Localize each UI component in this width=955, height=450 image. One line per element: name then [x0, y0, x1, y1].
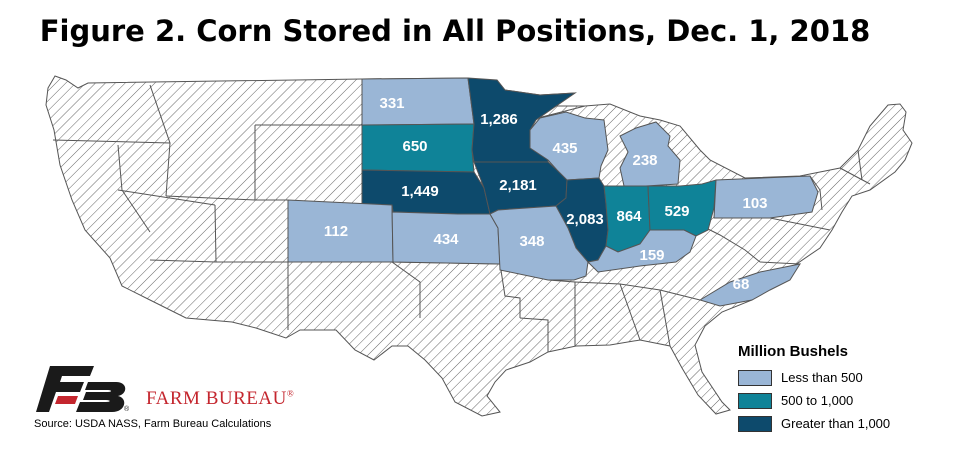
- legend-label-mid: 500 to 1,000: [781, 393, 854, 408]
- state-nc: [698, 263, 802, 307]
- state-value-sd: 650: [402, 138, 427, 155]
- legend-label-low: Less than 500: [781, 370, 863, 385]
- brand-mark: ®: [286, 388, 295, 399]
- brand-name-text: FARM BUREAU: [146, 388, 287, 409]
- state-value-ne: 1,449: [401, 183, 439, 200]
- state-value-mo: 348: [519, 233, 544, 250]
- state-borders: [52, 84, 871, 352]
- svg-text:®: ®: [124, 405, 130, 412]
- state-value-in: 864: [616, 208, 642, 225]
- legend-swatch-low: [738, 369, 772, 386]
- state-value-ks: 434: [433, 231, 459, 248]
- legend-item-mid: 500 to 1,000: [738, 389, 948, 412]
- state-ky: [586, 229, 697, 273]
- data-states: [287, 77, 819, 307]
- state-value-ky: 159: [639, 247, 664, 264]
- legend-item-low: Less than 500: [738, 366, 948, 389]
- figure-title: Figure 2. Corn Stored in All Positions, …: [39, 14, 871, 48]
- state-mi: [619, 121, 681, 187]
- state-value-ia: 2,181: [499, 177, 537, 194]
- legend-label-high: Greater than 1,000: [781, 416, 891, 431]
- legend: Million Bushels Less than 500 500 to 1,0…: [738, 343, 948, 435]
- state-value-wi: 435: [552, 140, 577, 157]
- state-value-il: 2,083: [566, 211, 604, 228]
- state-labels: 331 650 1,449 1,286 2,181 435 238 2,083 …: [324, 95, 768, 293]
- legend-title: Million Bushels: [738, 343, 849, 360]
- state-mo: [489, 205, 589, 281]
- legend-item-high: Greater than 1,000: [738, 412, 948, 435]
- state-value-co: 112: [324, 223, 348, 240]
- state-sd: [361, 123, 475, 173]
- farm-bureau-logo: ®: [36, 366, 130, 412]
- state-pa: [713, 175, 819, 219]
- legend-swatch-high: [738, 415, 772, 432]
- state-value-mn: 1,286: [480, 111, 518, 128]
- state-value-nc: 68: [733, 276, 750, 293]
- source-note: Source: USDA NASS, Farm Bureau Calculati…: [34, 418, 272, 430]
- state-value-oh: 529: [664, 203, 689, 220]
- state-value-mi: 238: [632, 152, 657, 169]
- state-value-pa: 103: [742, 195, 767, 212]
- state-value-nd: 331: [379, 95, 404, 112]
- state-wi: [529, 111, 609, 181]
- legend-swatch-mid: [738, 392, 772, 409]
- brand-name: FARM BUREAU®: [146, 388, 294, 410]
